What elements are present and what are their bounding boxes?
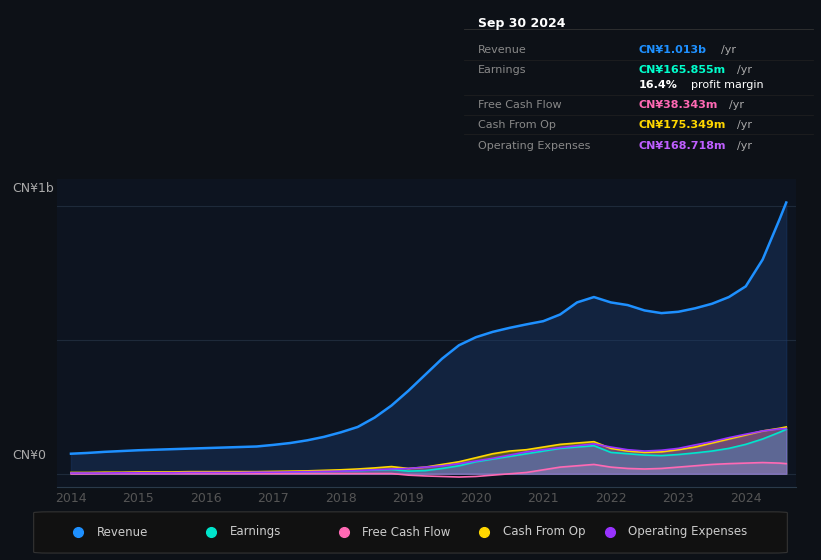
FancyBboxPatch shape	[34, 512, 787, 553]
Text: Cash From Op: Cash From Op	[478, 120, 556, 129]
Text: CN¥165.855m: CN¥165.855m	[639, 65, 726, 75]
Text: CN¥168.718m: CN¥168.718m	[639, 141, 726, 151]
Text: /yr: /yr	[729, 100, 744, 110]
Text: Earnings: Earnings	[230, 525, 281, 539]
Text: /yr: /yr	[736, 120, 752, 129]
Text: Operating Expenses: Operating Expenses	[629, 525, 748, 539]
Text: Revenue: Revenue	[478, 45, 526, 55]
Text: Operating Expenses: Operating Expenses	[478, 141, 590, 151]
Text: Sep 30 2024: Sep 30 2024	[478, 17, 566, 30]
Text: Free Cash Flow: Free Cash Flow	[478, 100, 562, 110]
Text: CN¥175.349m: CN¥175.349m	[639, 120, 726, 129]
Text: Cash From Op: Cash From Op	[502, 525, 585, 539]
Text: 16.4%: 16.4%	[639, 80, 677, 90]
Text: CN¥1b: CN¥1b	[12, 182, 54, 195]
Text: CN¥1.013b: CN¥1.013b	[639, 45, 706, 55]
Text: Earnings: Earnings	[478, 65, 526, 75]
Text: Revenue: Revenue	[97, 525, 148, 539]
Text: /yr: /yr	[736, 65, 752, 75]
Text: Free Cash Flow: Free Cash Flow	[363, 525, 451, 539]
Text: CN¥38.343m: CN¥38.343m	[639, 100, 718, 110]
Text: /yr: /yr	[736, 141, 752, 151]
Text: profit margin: profit margin	[690, 80, 764, 90]
Text: CN¥0: CN¥0	[12, 449, 46, 462]
Text: /yr: /yr	[722, 45, 736, 55]
